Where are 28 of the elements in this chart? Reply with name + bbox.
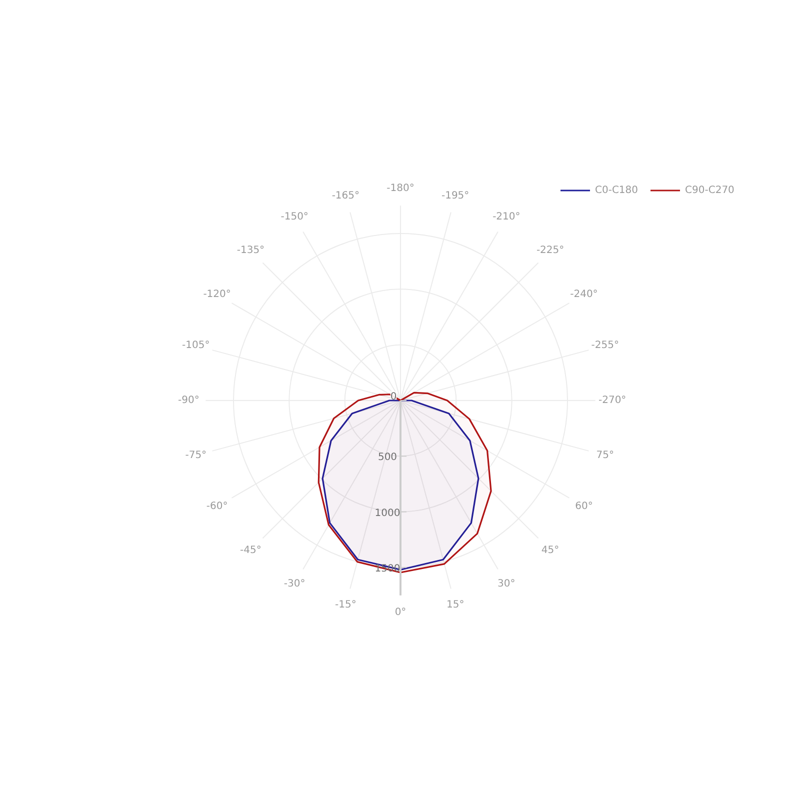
spoke-label: -75° xyxy=(185,450,207,461)
spoke-label: -225° xyxy=(536,245,564,256)
spoke-label: -120° xyxy=(203,289,231,300)
spoke-label: -150° xyxy=(280,212,308,223)
spoke-label: -105° xyxy=(182,340,210,352)
spoke-label: -210° xyxy=(492,212,520,223)
spoke-label: 60° xyxy=(575,500,593,512)
spoke-label: 45° xyxy=(541,544,560,556)
spoke-label: -90° xyxy=(178,395,200,406)
spoke-label: -30° xyxy=(284,578,306,590)
spoke-label: 75° xyxy=(596,450,614,461)
spoke-label: -45° xyxy=(240,544,262,556)
y-tick-label: 1000 xyxy=(374,508,400,519)
spoke-label: 0° xyxy=(394,606,406,618)
legend-label: C90-C270 xyxy=(685,184,734,196)
spoke-label: 30° xyxy=(498,578,516,590)
spoke-label: -135° xyxy=(236,245,265,256)
spoke-label: -60° xyxy=(206,500,228,512)
spoke-label: -255° xyxy=(591,340,619,352)
spoke-label: -240° xyxy=(570,289,598,300)
spoke-label: 15° xyxy=(446,600,464,611)
spoke-label: -15° xyxy=(335,600,356,611)
legend-label: C0-C180 xyxy=(595,184,638,196)
spoke-label: -180° xyxy=(386,183,414,194)
y-tick-label: 500 xyxy=(378,452,398,464)
spoke-label: -195° xyxy=(441,190,470,202)
spoke-label: -165° xyxy=(332,190,360,202)
spoke-label: -270° xyxy=(598,395,626,406)
